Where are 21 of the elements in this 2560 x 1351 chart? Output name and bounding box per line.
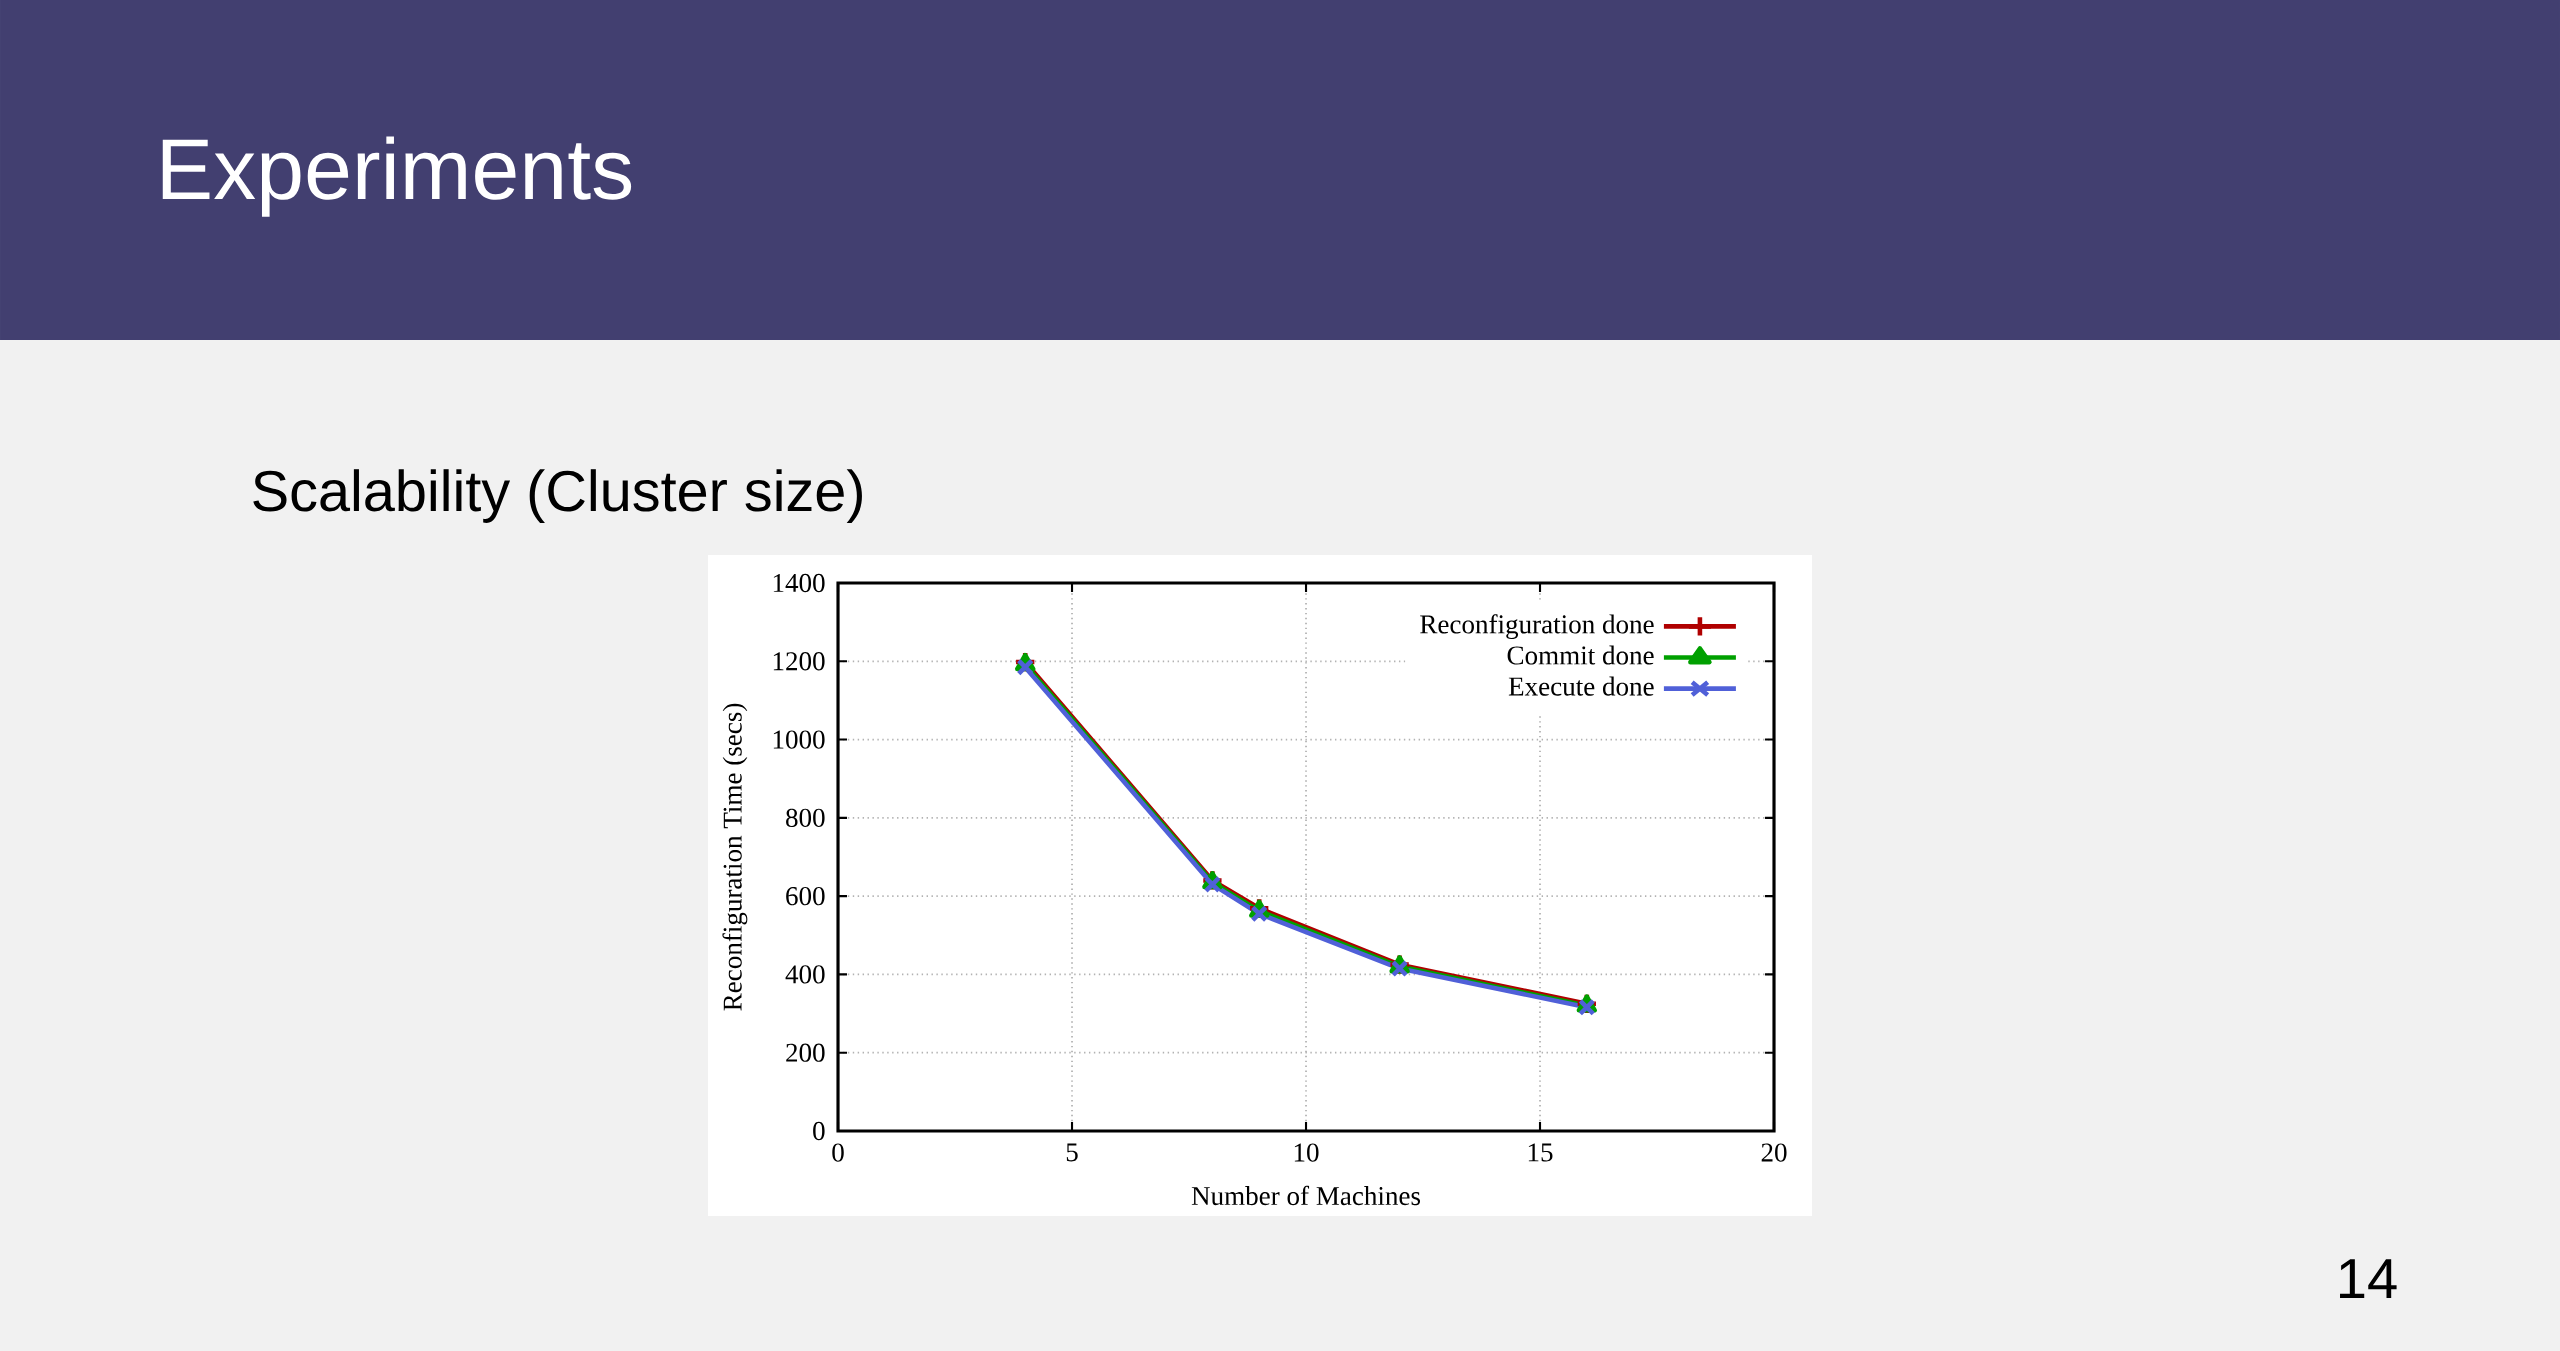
y-tick-label: 800 xyxy=(786,808,825,827)
x-tick-label: 20 xyxy=(1761,1143,1787,1162)
x-tick-label: 15 xyxy=(1528,1143,1553,1162)
legend-label: Reconfiguration done xyxy=(1420,614,1654,640)
x-tick-label: 5 xyxy=(1066,1143,1078,1162)
chart-title: Experiments xyxy=(162,136,632,217)
x-axis-title: Number of Machines xyxy=(1191,1185,1421,1206)
legend-label: Execute done xyxy=(1508,676,1654,696)
legend-label: Commit done xyxy=(1507,645,1654,665)
y-tick-label: 1000 xyxy=(773,730,825,749)
text: 14 xyxy=(2340,1259,2397,1298)
y-axis-title: Reconfiguration Time (secs) xyxy=(722,703,748,1011)
y-tick-label: 600 xyxy=(786,886,825,906)
y-tick-label: 200 xyxy=(786,1043,825,1062)
y-tick-label: 0 xyxy=(813,1121,825,1141)
chart-subtitle: Scalability (Cluster size) xyxy=(253,469,862,523)
y-tick-label: 400 xyxy=(785,965,825,984)
y-tick-label: 1400 xyxy=(773,573,825,593)
x-tick-label: 10 xyxy=(1294,1143,1319,1162)
x-tick-label: 0 xyxy=(832,1143,844,1162)
y-tick-label: 1200 xyxy=(773,652,825,671)
